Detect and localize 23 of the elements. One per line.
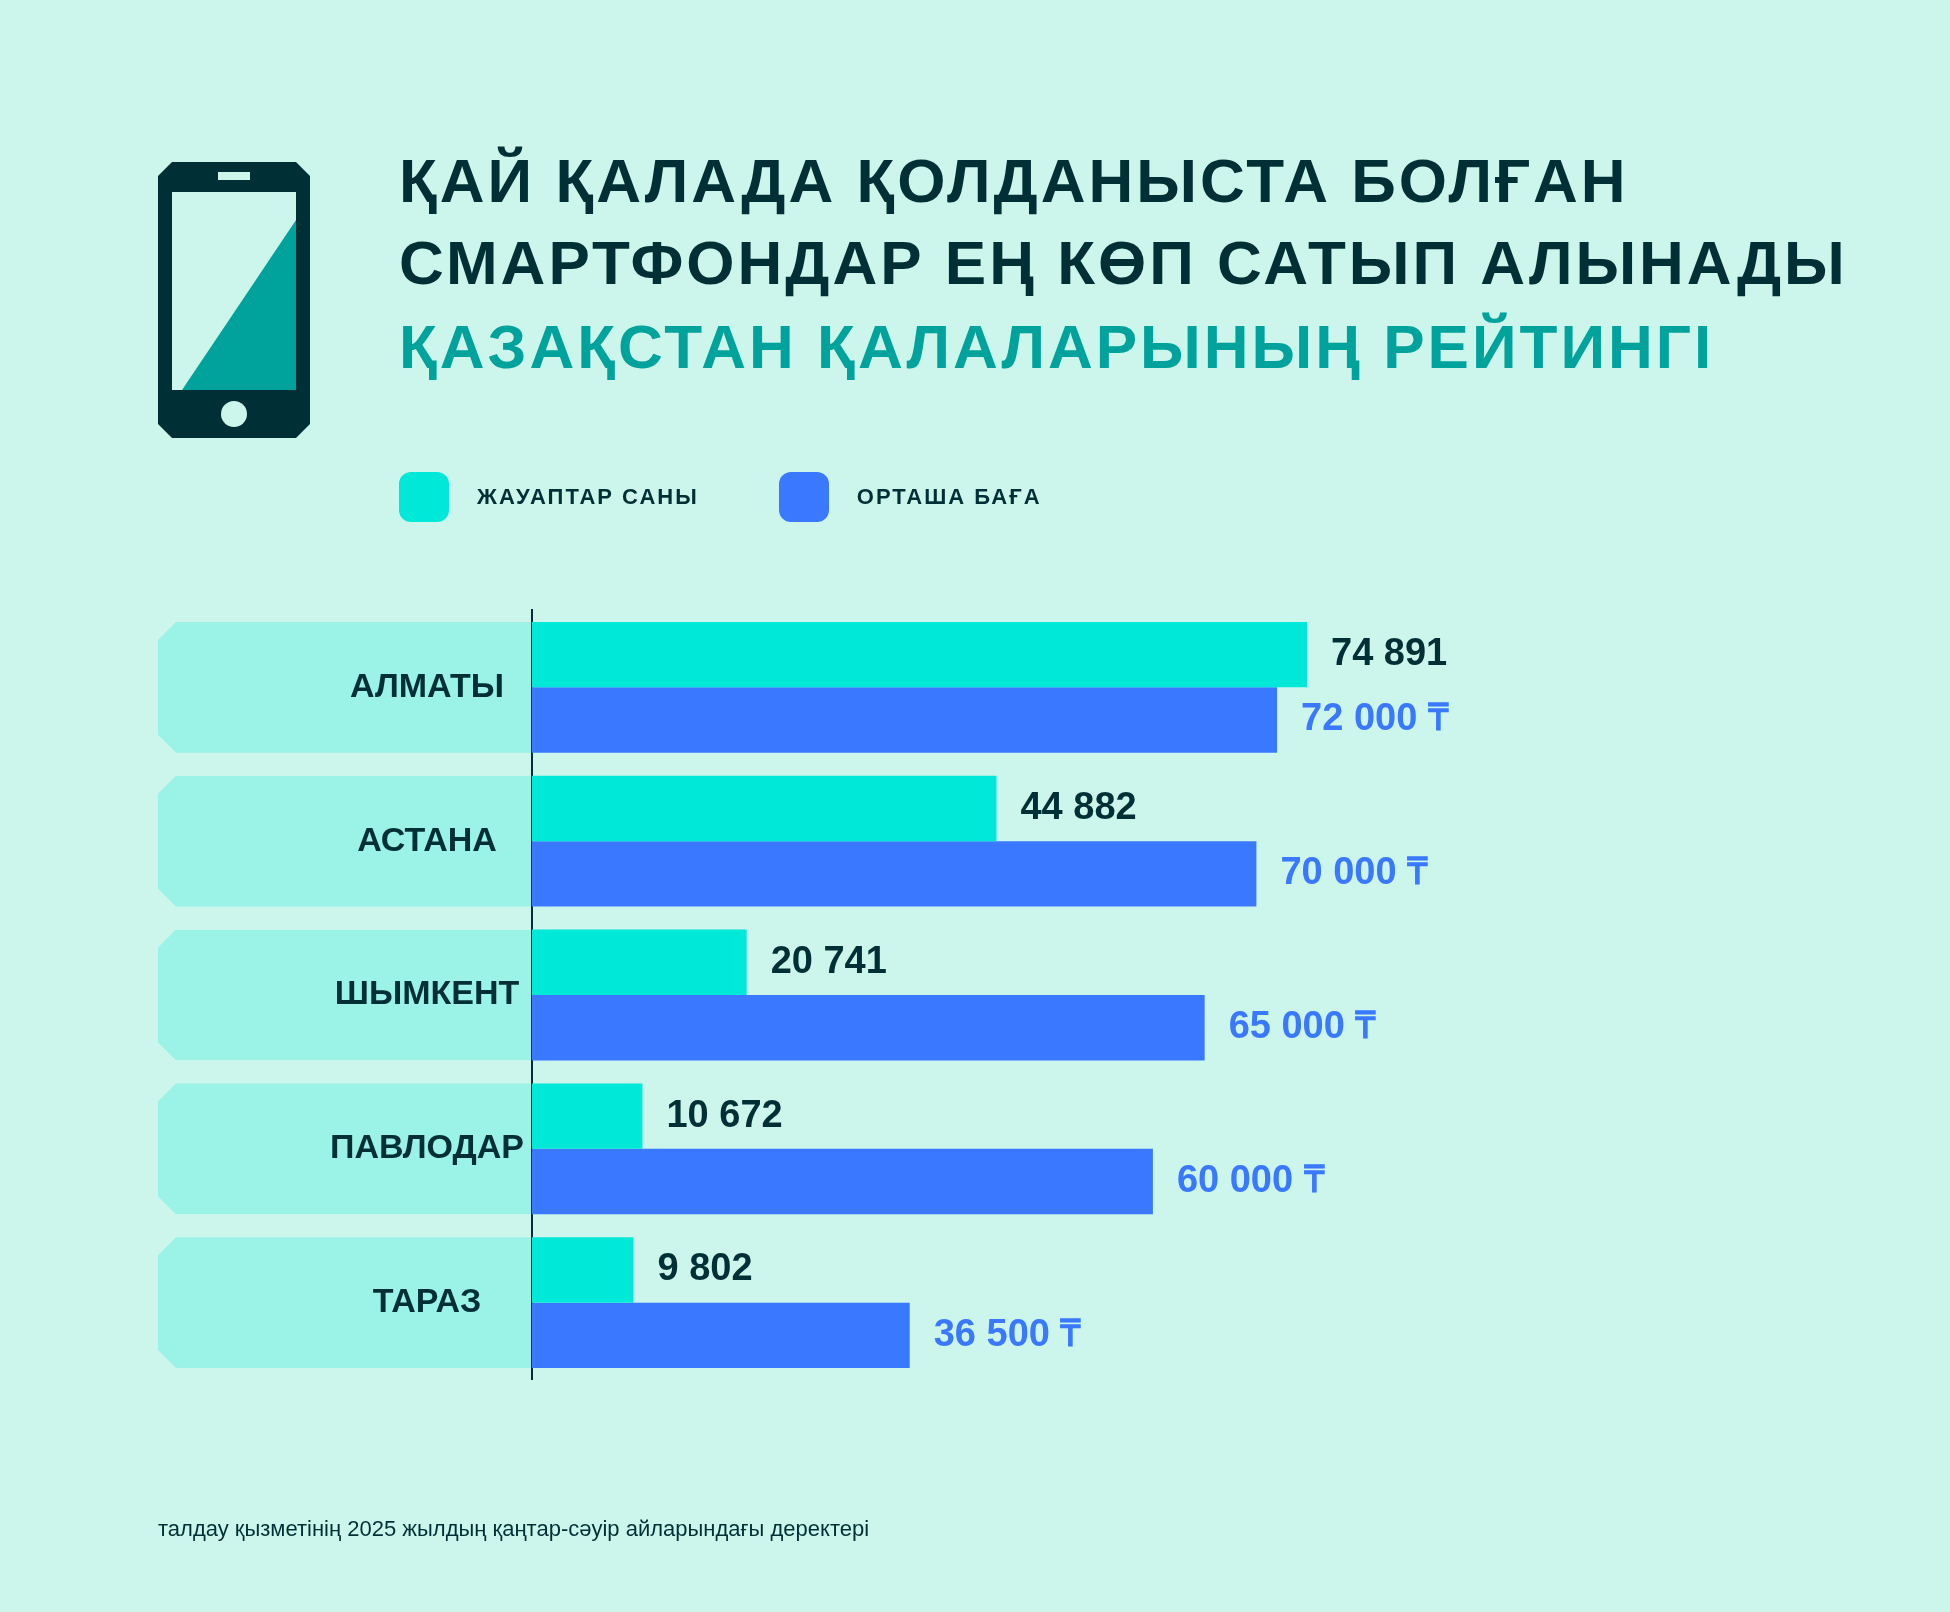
y-tick-label: ТАРАЗ (372, 1281, 482, 1320)
data-label: 9 802 (657, 1246, 753, 1289)
y-tick-label: ПАВЛОДАР (329, 1127, 524, 1166)
data-label: 72 000 ₸ (1301, 696, 1449, 739)
legend-label: ЖАУАПТАР САНЫ (477, 484, 699, 510)
y-tick-label: АЛМАТЫ (349, 665, 505, 704)
bar (532, 1237, 634, 1303)
text: талдау қызметінің 2025 жылдың қаңтар-сәуір айларындағы деректері (158, 1516, 870, 1542)
data-label: 44 882 (1020, 784, 1137, 827)
data-label: 10 672 (666, 1092, 783, 1135)
chart-subtitle: ҚАЗАҚСТАН ҚАЛАЛАРЫНЫҢ РЕЙТИНГІ (399, 311, 1715, 383)
data-label: 36 500 ₸ (933, 1311, 1082, 1354)
data-label: 60 000 ₸ (1176, 1158, 1325, 1201)
data-label: 20 741 (770, 938, 887, 981)
data-label: 74 891 (1331, 631, 1448, 674)
data-label: 70 000 ₸ (1280, 850, 1429, 893)
y-tick-label: ШЫМКЕНТ (334, 973, 520, 1012)
y-tick-label: АСТАНА (357, 819, 497, 858)
bar (532, 929, 747, 995)
data-label: 65 000 ₸ (1228, 1004, 1377, 1047)
bar (532, 1083, 643, 1149)
legend-label: ОРТАША БАҒА (856, 484, 1042, 510)
chart-title: ҚАЙ ҚАЛАДА ҚОЛДАНЫСТА БОЛҒАН СМАРТФОНДАР ЕҢ КӨП САТЫП АЛЫНАДЫ (399, 145, 1849, 299)
